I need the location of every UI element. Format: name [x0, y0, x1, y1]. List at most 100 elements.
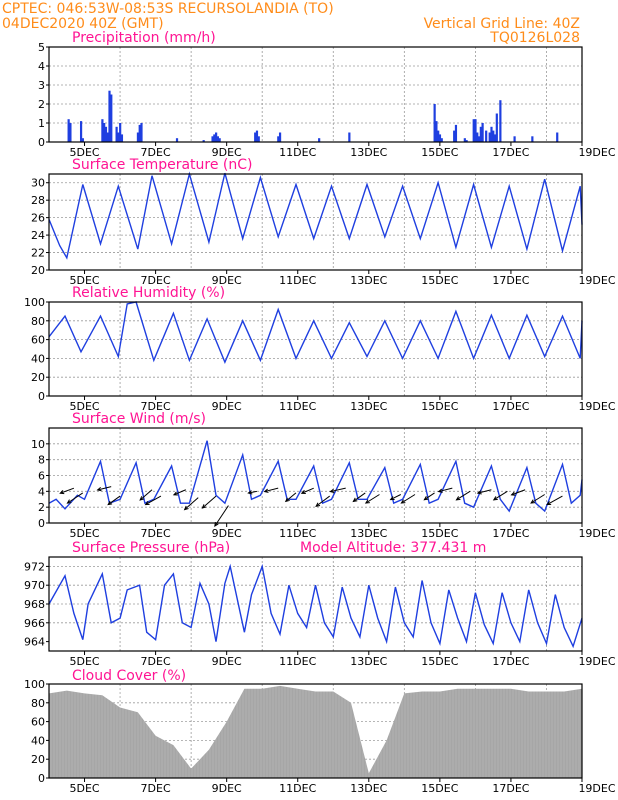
- y-tick-label: 40: [31, 734, 45, 747]
- precip-bar: [215, 132, 218, 142]
- x-tick-label: 11DEC: [279, 655, 316, 668]
- y-tick-label: 1: [38, 117, 45, 130]
- wind-arrow: [401, 494, 416, 504]
- plot-frame: [48, 556, 583, 652]
- precip-bar: [218, 138, 221, 142]
- x-tick-label: 19DEC: [578, 400, 615, 413]
- x-tick-label: 9DEC: [212, 146, 242, 159]
- y-tick-label: 4: [38, 60, 45, 73]
- series-line: [48, 563, 583, 649]
- x-tick-label: 13DEC: [350, 527, 387, 540]
- wind-arrow: [353, 492, 366, 502]
- x-tick-label: 19DEC: [578, 655, 615, 668]
- x-tick-label: 13DEC: [350, 146, 387, 159]
- precip-bar: [202, 140, 205, 142]
- series-line: [48, 301, 583, 365]
- y-tick-label: 30: [31, 177, 45, 190]
- y-tick-label: 966: [24, 617, 45, 630]
- wind-arrow-head: [172, 491, 178, 496]
- precip-bar: [140, 123, 143, 142]
- y-tick-label: 968: [24, 598, 45, 611]
- precip-bar: [490, 126, 493, 142]
- y-tick-label: 970: [24, 579, 45, 592]
- x-tick-label: 9DEC: [212, 274, 242, 287]
- precip-bar: [117, 132, 120, 142]
- precip-bar: [437, 130, 440, 142]
- wind-arrow: [97, 486, 112, 491]
- precip-bar: [479, 126, 482, 142]
- wind-arrow-head: [144, 501, 150, 506]
- y-tick-label: 2: [38, 501, 45, 514]
- precip-bar: [513, 136, 516, 142]
- wind-arrow-head: [284, 497, 290, 503]
- precip-bar: [433, 104, 436, 142]
- x-tick-label: 5DEC: [69, 400, 99, 413]
- wind-arrow: [139, 489, 153, 501]
- wind-arrow-head: [315, 502, 321, 507]
- y-tick-label: 26: [31, 212, 45, 225]
- precip-bar: [465, 140, 468, 142]
- x-tick-label: 9DEC: [212, 527, 242, 540]
- x-tick-label: 9DEC: [212, 655, 242, 668]
- y-tick-label: 6: [38, 470, 45, 483]
- precip-bar: [138, 124, 141, 142]
- y-tick-label: 0: [38, 390, 45, 403]
- x-tick-label: 17DEC: [492, 274, 529, 287]
- wind-arrow-head: [400, 499, 406, 504]
- precip-bar: [211, 136, 214, 142]
- precip-bar: [69, 123, 72, 142]
- precip-bar: [488, 132, 491, 142]
- x-tick-label: 7DEC: [141, 146, 171, 159]
- y-tick-label: 20: [31, 264, 45, 277]
- plot-frame: [48, 173, 583, 271]
- wind-arrow-head: [96, 487, 102, 492]
- x-tick-label: 7DEC: [141, 655, 171, 668]
- wind-arrow: [301, 487, 314, 494]
- wind-arrow: [511, 489, 526, 496]
- panel-title: Surface Pressure (hPa): [72, 540, 230, 556]
- x-tick-label: 11DEC: [279, 274, 316, 287]
- wind-arrow: [315, 495, 331, 507]
- x-tick-label: 13DEC: [350, 655, 387, 668]
- wind-arrow-head: [183, 505, 189, 511]
- x-tick-label: 13DEC: [350, 782, 387, 795]
- header-model: TQ0126L028: [489, 30, 580, 46]
- wind-arrow-head: [352, 497, 358, 503]
- x-tick-label: 17DEC: [492, 527, 529, 540]
- precip-bar: [485, 130, 488, 142]
- precip-bar: [499, 100, 502, 142]
- wind-arrow-head: [476, 490, 482, 495]
- panel-title: Precipitation (mm/h): [72, 30, 216, 46]
- precip-bar: [103, 123, 106, 142]
- precip-bar: [104, 126, 108, 142]
- wind-arrow-head: [66, 499, 72, 504]
- precip-bar: [453, 130, 456, 142]
- wind-arrow: [60, 487, 75, 494]
- x-tick-label: 5DEC: [69, 527, 99, 540]
- x-tick-label: 15DEC: [421, 655, 458, 668]
- x-tick-label: 7DEC: [141, 274, 171, 287]
- precip-bar: [348, 132, 351, 142]
- x-tick-label: 9DEC: [212, 782, 242, 795]
- plot-frame: [48, 301, 583, 397]
- wind-arrow-head: [59, 490, 65, 495]
- panel-cloud-cover: Cloud Cover (%) 0 20 40 60 80 100 5DEC 7DEC 9DEC…: [24, 668, 616, 795]
- precip-bar: [106, 132, 109, 142]
- y-tick-label: 0: [38, 517, 45, 530]
- precip-bar: [213, 134, 216, 142]
- y-tick-label: 972: [24, 560, 45, 573]
- panel-title: Cloud Cover (%): [72, 668, 186, 684]
- precip-bar: [474, 119, 477, 142]
- y-tick-label: 3: [38, 79, 45, 92]
- x-tick-label: 15DEC: [421, 527, 458, 540]
- y-tick-label: 80: [31, 697, 45, 710]
- x-tick-label: 9DEC: [212, 400, 242, 413]
- x-tick-label: 17DEC: [492, 782, 529, 795]
- header-station: CPTEC: 046:53W-08:53S RECURSOLANDIA (TO): [2, 1, 334, 17]
- cloud-cover-area: [49, 685, 582, 778]
- panel-precipitation: Precipitation (mm/h) 0 1 2 3 4 5 5DEC 7DEC 9DEC 1…: [38, 30, 616, 159]
- precip-bar: [120, 134, 124, 142]
- precip-bar: [277, 136, 280, 142]
- wind-arrow-head: [139, 496, 145, 501]
